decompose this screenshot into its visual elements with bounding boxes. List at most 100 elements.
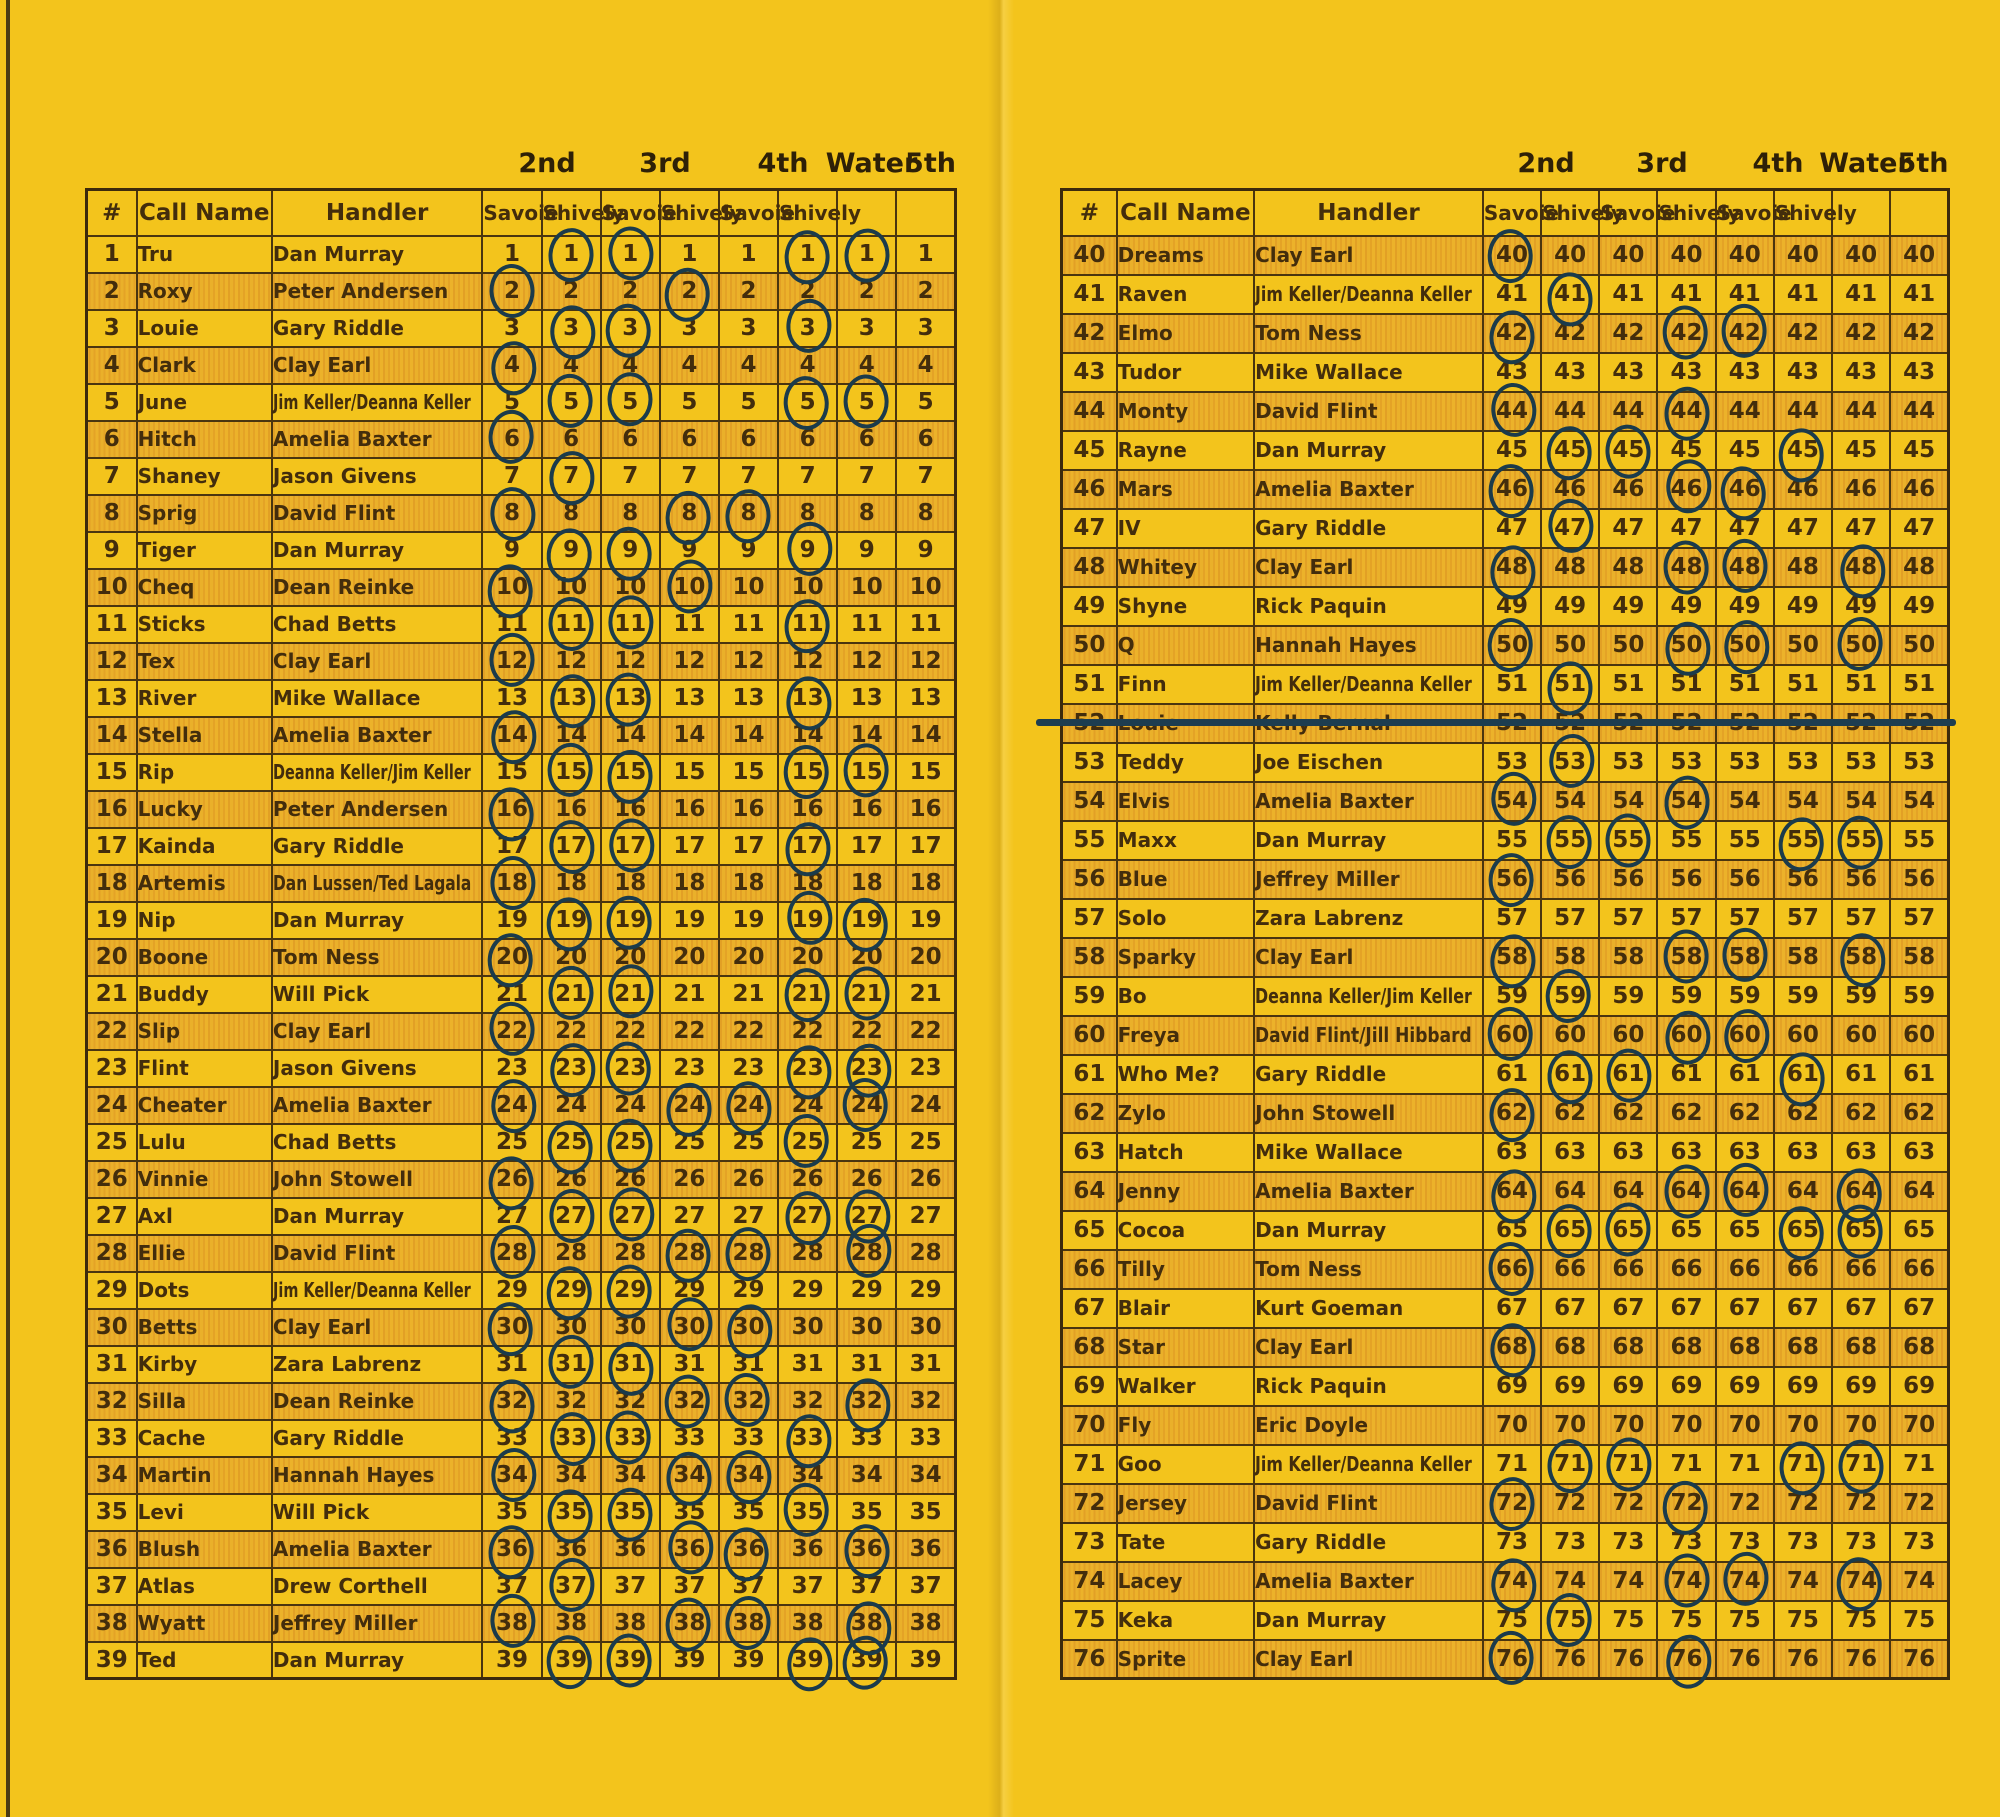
handler-text: Jim Keller/Deanna Keller [1255,672,1472,696]
score-cell-4th-shively: 4 [777,345,839,385]
score-cell-2nd-shively: 48 [1540,546,1601,588]
call-name-text: Ellie [137,1241,186,1265]
handler-cell: Will Pick [270,1492,484,1532]
score-cell-3rd-savoie: 27 [599,1186,661,1242]
score-cell-water: 18 [836,863,898,903]
call-name-cell: Monty [1115,390,1256,432]
right-page-table: # Call Name Handler Savoie Shively Savoie Shiv… [1060,188,1950,1691]
score-cell-4th-savoie: 51 [1714,663,1775,705]
score-cell-3rd-shively: 41 [1656,273,1717,315]
handler-cell: Clay Earl [270,1307,484,1347]
call-name-cell: Kainda [135,826,273,866]
row-number-cell: 17 [85,826,138,866]
table-row: 76 Sprite Clay Earl 76 76 76 76 76 76 76 76 [1060,1630,1950,1691]
score-cell-3rd-savoie: 33 [599,1410,661,1465]
score-cell-4th-savoie: 34 [717,1449,780,1505]
call-name-text: Elvis [1117,789,1170,813]
score-cell-2nd-savoie: 25 [481,1122,543,1162]
score-cell-4th-shively: 32 [777,1381,839,1421]
score-cell-2nd-savoie: 34 [481,1447,543,1503]
handler-cell: Dan Murray [1253,819,1484,861]
score-cell-2nd-shively: 35 [540,1489,602,1544]
table-row: 18 Artemis Dan Lussen/Ted Lagala 18 18 18 18 18… [85,856,957,910]
score-cell-2nd-savoie: 58 [1481,932,1543,991]
handler-cell: Dan Lussen/Ted Lagala [270,863,484,903]
handler-text: Dan Murray [272,538,404,562]
call-name-cell: Jersey [1115,1482,1256,1524]
score-cell-3rd-shively: 7 [658,456,720,496]
score-cell-2nd-savoie: 57 [1481,897,1543,939]
handler-text: Rick Paquin [1255,594,1387,618]
call-name-text: Cache [137,1426,206,1450]
score-cell-3rd-savoie: 53 [1598,741,1659,783]
row-number-cell: 33 [85,1418,138,1458]
score-cell-4th-shively: 33 [777,1412,839,1471]
score-cell-2nd-savoie: 66 [1481,1240,1543,1298]
score-cell-2nd-savoie: 3 [481,308,543,348]
score-cell-2nd-savoie: 40 [1481,229,1543,284]
score-cell-5th: 6 [895,419,957,459]
score-cell-water: 38 [836,1600,898,1657]
score-cell-water: 72 [1831,1482,1892,1524]
score-cell-4th-shively: 36 [777,1529,839,1569]
score-cell-water: 5 [836,373,898,430]
score-cell-4th-savoie: 5 [717,382,780,422]
call-name-cell: Nip [135,900,273,940]
call-name-cell: Ted [135,1640,273,1680]
call-name-text: Cheq [137,575,195,599]
score-cell-3rd-savoie: 67 [1598,1287,1659,1329]
score-cell-3rd-savoie: 2 [599,271,661,311]
score-cell-4th-shively: 39 [777,1635,839,1693]
score-cell-water: 59 [1831,975,1892,1017]
row-number-cell: 21 [85,974,138,1014]
call-name-text: Rayne [1117,438,1187,462]
handler-cell: Zara Labrenz [270,1344,484,1384]
score-cell-5th: 11 [895,604,957,644]
score-cell-3rd-savoie: 73 [1598,1521,1659,1563]
call-name-text: Shaney [137,464,221,488]
handler-cell: Clay Earl [1253,936,1484,978]
handler-cell: Amelia Baxter [1253,468,1484,510]
table-row: 75 Keka Dan Murray 75 75 75 75 75 75 75 75 [1060,1591,1950,1649]
score-cell-2nd-savoie: 36 [481,1523,543,1582]
score-cell-3rd-savoie: 61 [1598,1047,1659,1104]
call-name-cell: Mars [1115,468,1256,510]
handler-cell: Jason Givens [270,1048,484,1088]
table-row: 69 Walker Rick Paquin 69 69 69 69 69 69 69 69 [1060,1365,1950,1407]
call-name-text: Rip [137,760,175,784]
call-name-cell: Tex [135,641,273,681]
score-cell-water: 54 [1831,780,1892,822]
handler-cell: Kurt Goeman [1253,1287,1484,1329]
call-name-cell: Hatch [1115,1131,1256,1173]
score-cell-water: 16 [836,789,898,829]
score-cell-4th-savoie: 24 [717,1079,780,1138]
score-cell-2nd-shively: 43 [1540,351,1601,393]
call-name-text: Sticks [137,612,206,636]
score-cell-4th-shively: 65 [1772,1205,1834,1262]
table-row: 32 Silla Dean Reinke 32 32 32 32 32 32 32 32 [85,1371,957,1434]
score-cell-2nd-shively: 17 [540,818,602,876]
table-row: 50 Q Hannah Hayes 50 50 50 50 50 50 50 50 [1060,615,1950,677]
score-cell-4th-shively: 6 [777,419,839,459]
score-cell-3rd-savoie: 34 [599,1455,661,1495]
score-cell-3rd-shively: 64 [1656,1163,1717,1220]
table-row: 71 Goo Jim Keller/Deanna Keller 71 71 71 71 71 7… [1060,1437,1950,1497]
score-cell-water: 25 [836,1122,898,1162]
call-name-cell: Tate [1115,1521,1256,1563]
score-cell-4th-savoie: 12 [717,641,780,681]
score-cell-3rd-shively: 29 [658,1270,720,1310]
row-number-cell: 25 [85,1122,138,1162]
judge-header-empty [1831,188,1892,237]
handler-text: Tom Ness [1255,321,1362,345]
handler-cell: Gary Riddle [1253,1521,1484,1563]
call-name-text: IV [1117,516,1141,540]
score-cell-5th: 14 [895,715,957,755]
handler-text: Amelia Baxter [1255,789,1414,813]
row-number-cell: 22 [85,1011,138,1051]
score-cell-3rd-savoie: 62 [1598,1092,1659,1134]
score-cell-4th-shively: 47 [1772,507,1834,549]
score-cell-4th-savoie: 57 [1714,897,1775,939]
score-cell-3rd-savoie: 35 [599,1486,661,1543]
judge-header-savoie-4: Savoie [1714,188,1792,237]
row-number-cell: 2 [85,271,138,311]
